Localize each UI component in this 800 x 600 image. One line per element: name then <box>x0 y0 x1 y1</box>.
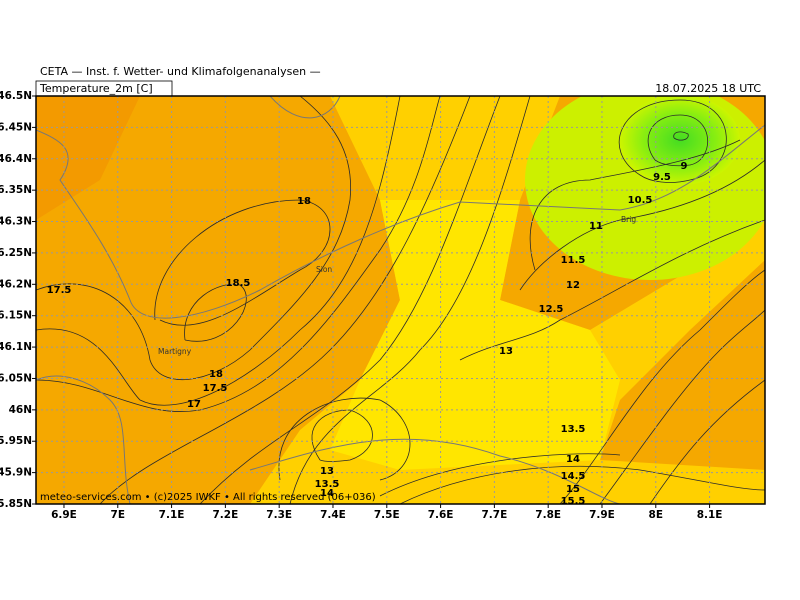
lon-tick-label: 7.6E <box>428 509 454 521</box>
contour-label: 17 <box>187 399 201 410</box>
place-label: Martigny <box>158 347 192 356</box>
lon-tick-label: 7E <box>111 509 125 521</box>
lat-tick-label: 46.4N <box>0 153 32 165</box>
map-field <box>36 96 765 504</box>
contour-label: 18 <box>209 369 223 380</box>
contour-label: 11 <box>589 221 603 232</box>
lat-tick-label: 46.35N <box>0 184 32 196</box>
contour-label: 17.5 <box>47 285 72 296</box>
contour-label: 15 <box>566 484 580 495</box>
source-title: CETA — Inst. f. Wetter- und Klimafolgena… <box>40 65 321 78</box>
contour-label: 13.5 <box>561 424 586 435</box>
contour-label: 15.5 <box>561 496 586 507</box>
lon-tick-label: 6.9E <box>51 509 77 521</box>
lat-tick-label: 45.85N <box>0 498 32 510</box>
lat-tick-label: 46.15N <box>0 310 32 322</box>
map-frame <box>35 95 766 505</box>
isotherms <box>36 96 765 504</box>
valid-time: 18.07.2025 18 UTC <box>655 82 761 95</box>
lat-tick-label: 46.1N <box>0 341 32 353</box>
lon-tick-label: 8E <box>649 509 663 521</box>
lat-tick-label: 46.05N <box>0 372 32 384</box>
contour-label: 9 <box>681 161 688 172</box>
grid <box>36 95 765 505</box>
lon-tick-label: 7.1E <box>159 509 185 521</box>
lon-tick-label: 7.7E <box>481 509 507 521</box>
lat-tick-label: 46.5N <box>0 90 32 102</box>
contour-label: 11.5 <box>561 255 586 266</box>
lon-tick-label: 7.9E <box>589 509 615 521</box>
contour-label: 9.5 <box>653 172 671 183</box>
contour-label: 14.5 <box>561 471 586 482</box>
place-label: Sion <box>316 265 332 274</box>
lon-tick-label: 8.1E <box>697 509 723 521</box>
contour-label: 18 <box>297 196 311 207</box>
footer: meteo-services.com • (c)2025 IWKF • All … <box>40 492 376 503</box>
lat-tick-label: 46.2N <box>0 278 32 290</box>
contour-label: 18.5 <box>226 278 251 289</box>
contour-label: 13.5 <box>315 479 340 490</box>
lat-tick-label: 46.45N <box>0 121 32 133</box>
lat-tick-label: 46.3N <box>0 216 32 228</box>
contour-label: 17.5 <box>203 383 228 394</box>
lon-tick-label: 7.4E <box>320 509 346 521</box>
borders <box>36 96 765 504</box>
lon-tick-label: 7.5E <box>374 509 400 521</box>
lat-tick-label: 45.95N <box>0 435 32 447</box>
lat-tick-label: 45.9N <box>0 467 32 479</box>
contour-label: 13 <box>499 346 513 357</box>
field-cool <box>330 200 620 470</box>
lat-tick-label: 46N <box>9 404 32 416</box>
contour-label: 14 <box>566 454 580 465</box>
contour-label: 14 <box>320 488 334 499</box>
contour-label: 13 <box>320 466 334 477</box>
place-label: Brig <box>621 215 636 224</box>
contour-label: 12 <box>566 280 580 291</box>
variable-title: Temperature_2m [C] <box>39 82 153 95</box>
lon-tick-label: 7.3E <box>266 509 292 521</box>
contour-label: 10.5 <box>628 195 653 206</box>
lat-tick-label: 46.25N <box>0 247 32 259</box>
contour-label: 12.5 <box>539 304 564 315</box>
lon-tick-label: 7.2E <box>212 509 238 521</box>
lon-tick-label: 7.8E <box>535 509 561 521</box>
